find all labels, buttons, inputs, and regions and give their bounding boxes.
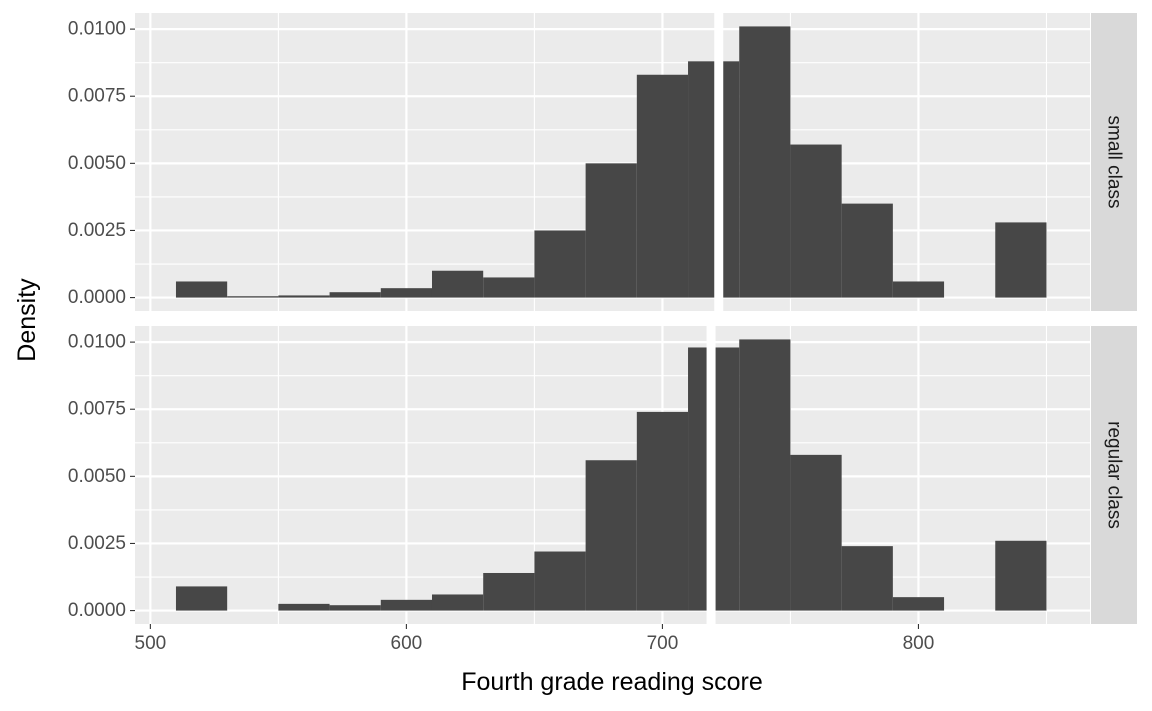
histogram-bar	[483, 572, 535, 611]
histogram-bar	[175, 586, 228, 611]
y-tick-label: 0.0050	[68, 153, 126, 174]
histogram-bar	[995, 540, 1047, 611]
histogram-bar	[995, 222, 1047, 298]
histogram-bar	[380, 599, 432, 611]
y-tick-label: 0.0100	[68, 19, 126, 40]
histogram-bar	[636, 74, 689, 298]
histogram-bar	[175, 281, 228, 298]
y-axis-title: Density	[13, 278, 41, 362]
histogram-bar	[431, 594, 484, 611]
y-tick-label: 0.0000	[68, 287, 126, 308]
histogram-bar	[585, 460, 637, 611]
facet-strip-label: regular class	[1104, 421, 1125, 529]
histogram-bar	[790, 454, 842, 611]
histogram-bar	[739, 339, 791, 611]
facet-strip	[1091, 13, 1137, 311]
x-axis-title: Fourth grade reading score	[461, 668, 763, 696]
facet-strip-label: small class	[1104, 116, 1125, 209]
histogram-bar	[841, 203, 893, 298]
y-tick-label: 0.0050	[68, 466, 126, 487]
y-tick-label: 0.0025	[68, 533, 126, 554]
x-tick-label: 600	[391, 633, 423, 654]
histogram-bar	[739, 26, 791, 298]
histogram-bar	[841, 546, 893, 611]
x-tick-label: 700	[647, 633, 679, 654]
panels: small class regular class	[135, 13, 1137, 624]
facet-strip	[1091, 326, 1137, 624]
histogram-bar	[892, 597, 945, 611]
histogram-bar	[534, 551, 586, 611]
histogram-bar	[534, 230, 586, 298]
x-tick-label: 500	[135, 633, 167, 654]
histogram-bar	[431, 270, 484, 298]
histogram-bar	[227, 296, 279, 298]
y-tick-label: 0.0100	[68, 332, 126, 353]
y-tick-label: 0.0000	[68, 600, 126, 621]
y-tick-label: 0.0075	[68, 86, 126, 107]
histogram-bar	[585, 163, 637, 298]
histogram-bar	[483, 277, 535, 298]
facet-panel-small-class: small class	[135, 13, 1137, 311]
histogram-bar	[278, 295, 330, 298]
x-tick-label: 800	[903, 633, 935, 654]
histogram-bar	[278, 603, 330, 611]
histogram-bar	[329, 605, 381, 611]
axes: 0.0000 0.0025 0.0050 0.0075 0.0100 0.0000 0.00…	[68, 19, 934, 654]
histogram-bar	[329, 292, 381, 298]
histogram-bar	[636, 411, 689, 611]
histogram-bar	[688, 61, 740, 298]
facet-panel-regular-class: regular class	[135, 326, 1137, 624]
histogram-bar	[892, 281, 945, 298]
histogram-bar	[380, 288, 432, 298]
histogram-bar	[790, 144, 842, 298]
y-tick-label: 0.0025	[68, 220, 126, 241]
y-tick-label: 0.0075	[68, 399, 126, 420]
